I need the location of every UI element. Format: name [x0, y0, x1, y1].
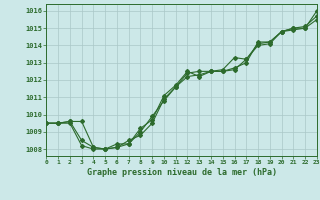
X-axis label: Graphe pression niveau de la mer (hPa): Graphe pression niveau de la mer (hPa) [87, 168, 276, 177]
